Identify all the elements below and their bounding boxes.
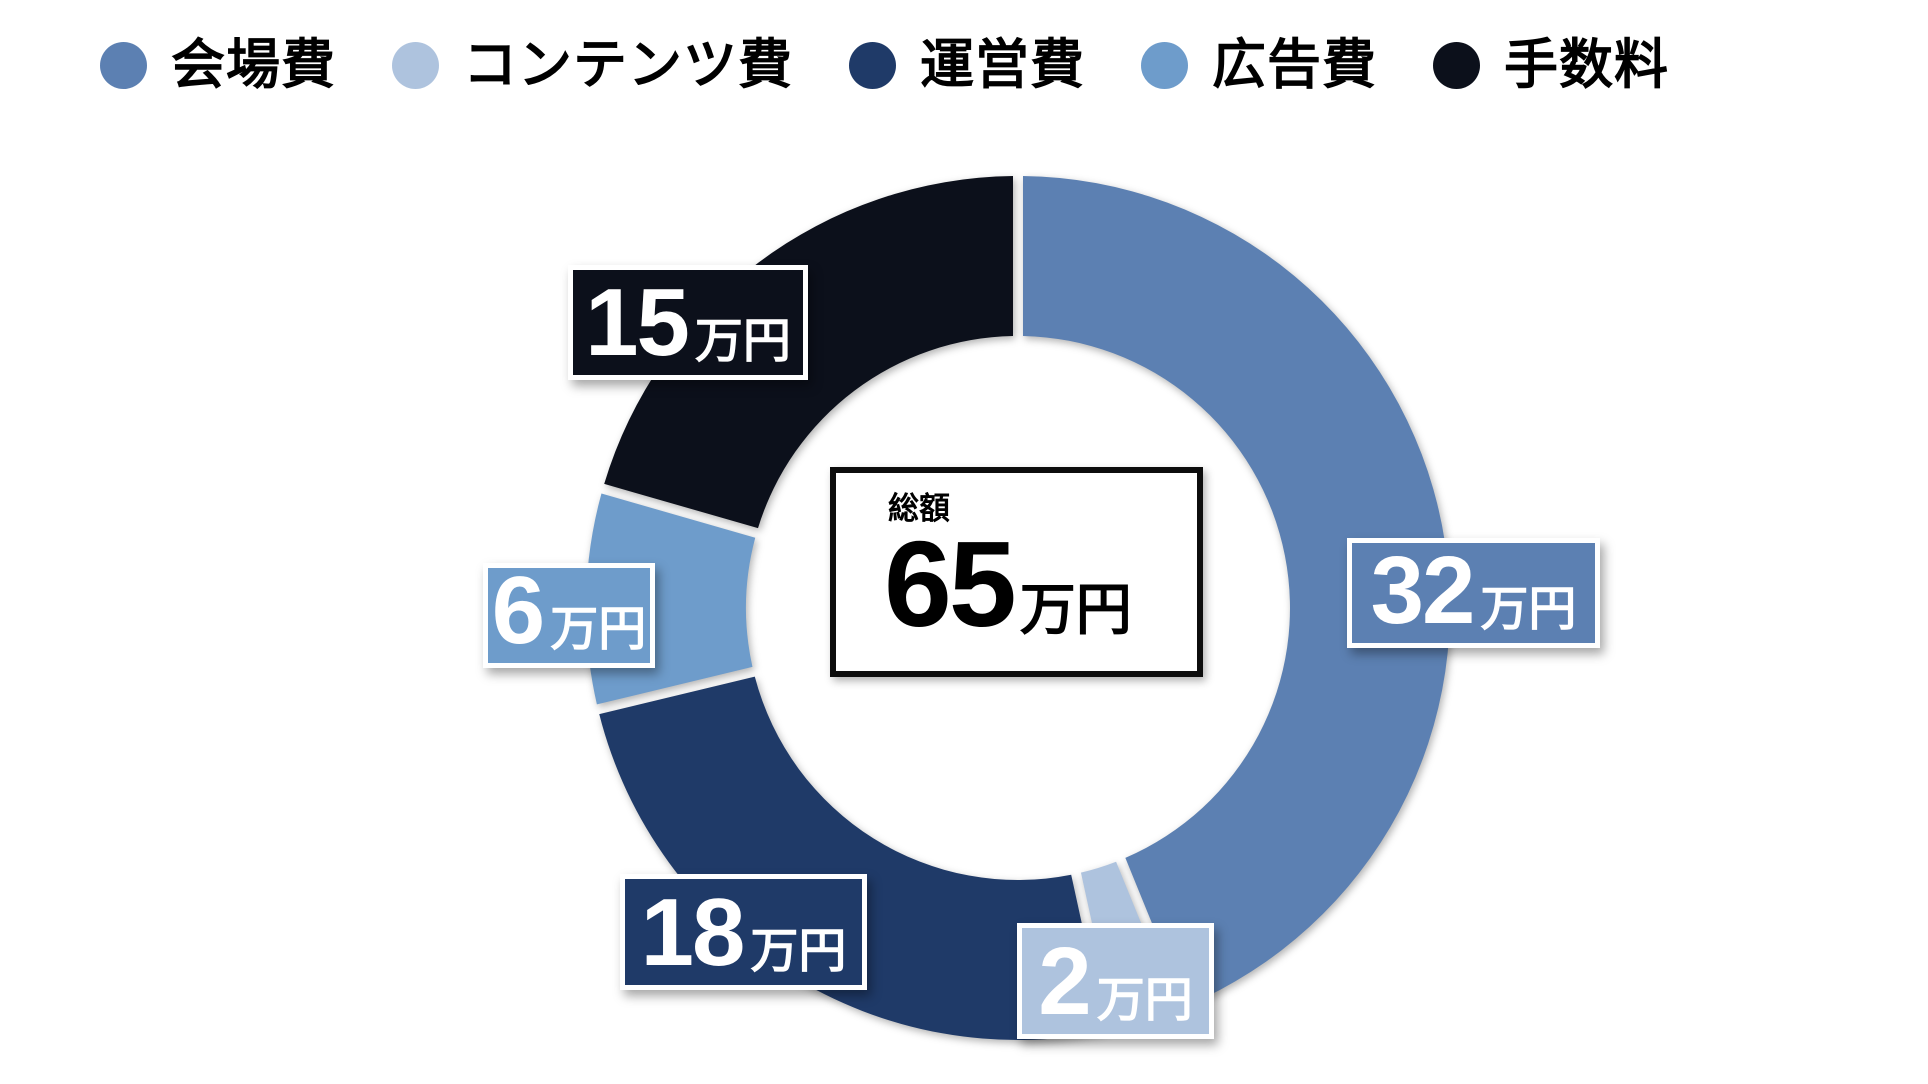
total-value: 65 <box>884 516 1017 652</box>
slice-unit: 万円 <box>694 314 791 368</box>
slice-unit: 万円 <box>1480 582 1577 636</box>
legend-color-dot-icon <box>1433 41 1480 89</box>
legend-color-dot-icon <box>392 41 439 89</box>
legend-item-content-fee: コンテンツ費 <box>392 38 793 92</box>
slice-value: 18 <box>640 879 746 987</box>
slice-label-operations-fee: 18 万円 <box>620 874 867 990</box>
slice-label-advertising-fee: 6 万円 <box>483 563 655 668</box>
legend-color-dot-icon <box>100 41 147 89</box>
legend-label: 運営費 <box>920 35 1085 95</box>
slice-value: 2 <box>1038 928 1091 1036</box>
legend-item-operations-fee: 運営費 <box>849 38 1085 92</box>
slice-unit: 万円 <box>550 602 647 656</box>
chart-legend: 会場費 コンテンツ費 運営費 広告費 手数料 <box>100 38 1669 92</box>
legend-label: 広告費 <box>1212 35 1377 95</box>
slice-value: 32 <box>1370 537 1476 645</box>
slice-unit: 万円 <box>750 924 847 978</box>
legend-color-dot-icon <box>849 41 896 89</box>
donut-slices <box>586 176 1450 1041</box>
slice-label-content-fee: 2 万円 <box>1017 923 1214 1039</box>
slice-label-venue-fee: 32 万円 <box>1347 538 1600 648</box>
legend-label: コンテンツ費 <box>463 35 793 95</box>
legend-item-advertising-fee: 広告費 <box>1141 38 1377 92</box>
legend-item-venue-fee: 会場費 <box>100 38 336 92</box>
slice-value: 15 <box>585 269 690 377</box>
slice-value: 6 <box>491 557 545 665</box>
donut-slice-operations-fee <box>599 676 1106 1041</box>
legend-label: 手数料 <box>1504 35 1669 95</box>
total-unit: 万円 <box>1019 577 1132 641</box>
donut-slice-venue-fee <box>1023 176 1450 1007</box>
legend-color-dot-icon <box>1141 41 1188 89</box>
legend-item-commission-fee: 手数料 <box>1433 38 1669 92</box>
total-amount-box: 総額 65 万円 <box>830 467 1203 677</box>
slice-label-commission-fee: 15 万円 <box>568 265 808 380</box>
total-row: 65 万円 <box>884 516 1197 652</box>
total-title: 総額 <box>888 491 950 526</box>
slice-unit: 万円 <box>1096 973 1193 1027</box>
donut-slice-commission-fee <box>604 176 1013 529</box>
legend-label: 会場費 <box>171 35 336 95</box>
